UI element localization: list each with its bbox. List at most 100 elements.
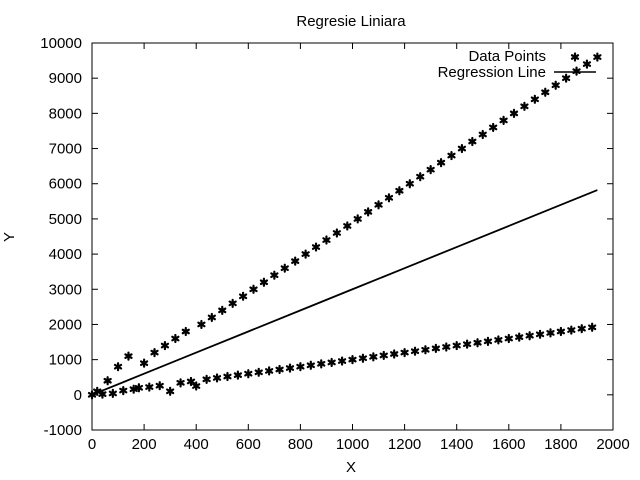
data-point <box>462 339 472 349</box>
data-point <box>337 356 347 366</box>
y-ticks: -1000 0 1000 2000 3000 4000 5000 6000 7000 8000 90… <box>40 35 613 439</box>
data-point <box>421 345 430 355</box>
data-point <box>374 200 383 210</box>
data-point <box>515 332 524 342</box>
data-point <box>207 312 216 323</box>
data-point <box>395 186 404 196</box>
y-tick-label: 4000 <box>49 246 82 263</box>
data-point <box>223 371 232 382</box>
data-point <box>588 322 597 332</box>
data-point <box>431 343 440 353</box>
data-point <box>525 331 534 341</box>
data-point <box>478 129 487 140</box>
data-point <box>582 59 592 69</box>
data-point <box>489 122 498 133</box>
data-point <box>265 366 274 376</box>
x-axis-label: X <box>346 459 356 476</box>
y-axis-label: Y <box>1 232 18 242</box>
data-point <box>363 207 373 217</box>
data-point <box>259 277 269 287</box>
series-layer <box>87 52 602 400</box>
y-tick-label: 2000 <box>49 316 82 333</box>
data-point <box>369 352 378 362</box>
x-tick-label: 600 <box>236 436 261 453</box>
data-point <box>270 270 279 280</box>
data-point <box>218 305 227 315</box>
data-point <box>452 340 461 351</box>
data-point <box>176 378 185 388</box>
data-point <box>504 333 513 344</box>
data-point <box>405 179 414 189</box>
data-point <box>541 87 550 97</box>
data-point <box>280 263 289 273</box>
data-point <box>436 158 446 168</box>
data-point <box>509 108 519 118</box>
data-point <box>520 101 529 111</box>
data-point <box>233 370 243 380</box>
data-point <box>353 214 362 224</box>
y-tick-label: 7000 <box>49 141 82 158</box>
data-point <box>426 165 435 175</box>
data-point <box>535 329 545 339</box>
data-point <box>561 73 571 83</box>
y-tick-label: 8000 <box>49 105 82 122</box>
data-point <box>390 349 399 359</box>
x-tick-label: 0 <box>88 436 96 453</box>
data-point <box>249 284 258 294</box>
data-point <box>551 80 560 90</box>
data-point <box>186 376 196 387</box>
data-point <box>322 235 331 245</box>
data-point <box>416 172 425 182</box>
data-point <box>197 319 206 330</box>
data-point <box>577 324 586 334</box>
data-point <box>593 52 602 62</box>
data-point <box>301 249 310 259</box>
data-point <box>155 381 164 391</box>
y-tick-label: 9000 <box>49 70 82 87</box>
data-point <box>384 193 394 203</box>
data-point <box>134 383 144 393</box>
data-point <box>358 353 368 363</box>
x-tick-label: 1800 <box>544 436 577 453</box>
data-point <box>379 350 388 361</box>
data-point <box>494 335 503 345</box>
data-point <box>139 358 149 368</box>
x-tick-label: 800 <box>288 436 313 453</box>
data-point <box>317 359 326 369</box>
data-point <box>238 291 248 301</box>
data-point <box>150 348 159 358</box>
data-point <box>400 348 409 358</box>
x-tick-label: 1000 <box>336 436 369 453</box>
chart-title: Regresie Liniara <box>296 13 406 30</box>
data-point <box>113 362 123 372</box>
series-data-points <box>87 52 602 400</box>
data-point <box>103 376 112 386</box>
data-point <box>348 355 357 365</box>
y-tick-label: 10000 <box>40 35 82 52</box>
y-tick-label: -1000 <box>44 422 82 439</box>
data-point <box>457 143 467 154</box>
data-point <box>228 298 237 308</box>
data-point <box>311 242 321 252</box>
data-point <box>499 115 508 126</box>
data-point <box>285 363 295 373</box>
x-tick-label: 1600 <box>492 436 525 453</box>
data-point <box>410 346 420 356</box>
data-point <box>192 381 201 391</box>
data-point <box>306 360 315 370</box>
data-point <box>145 382 154 392</box>
data-point <box>556 326 566 337</box>
data-point <box>483 336 493 346</box>
data-point <box>244 369 253 379</box>
data-point <box>275 364 284 375</box>
data-point <box>332 228 342 238</box>
y-tick-label: 0 <box>74 387 82 404</box>
x-tick-label: 1200 <box>388 436 421 453</box>
data-point <box>468 136 477 147</box>
y-tick-label: 5000 <box>49 211 82 228</box>
x-tick-label: 400 <box>184 436 209 453</box>
y-tick-label: 1000 <box>49 352 82 369</box>
data-point <box>98 389 107 399</box>
data-point <box>171 333 180 344</box>
